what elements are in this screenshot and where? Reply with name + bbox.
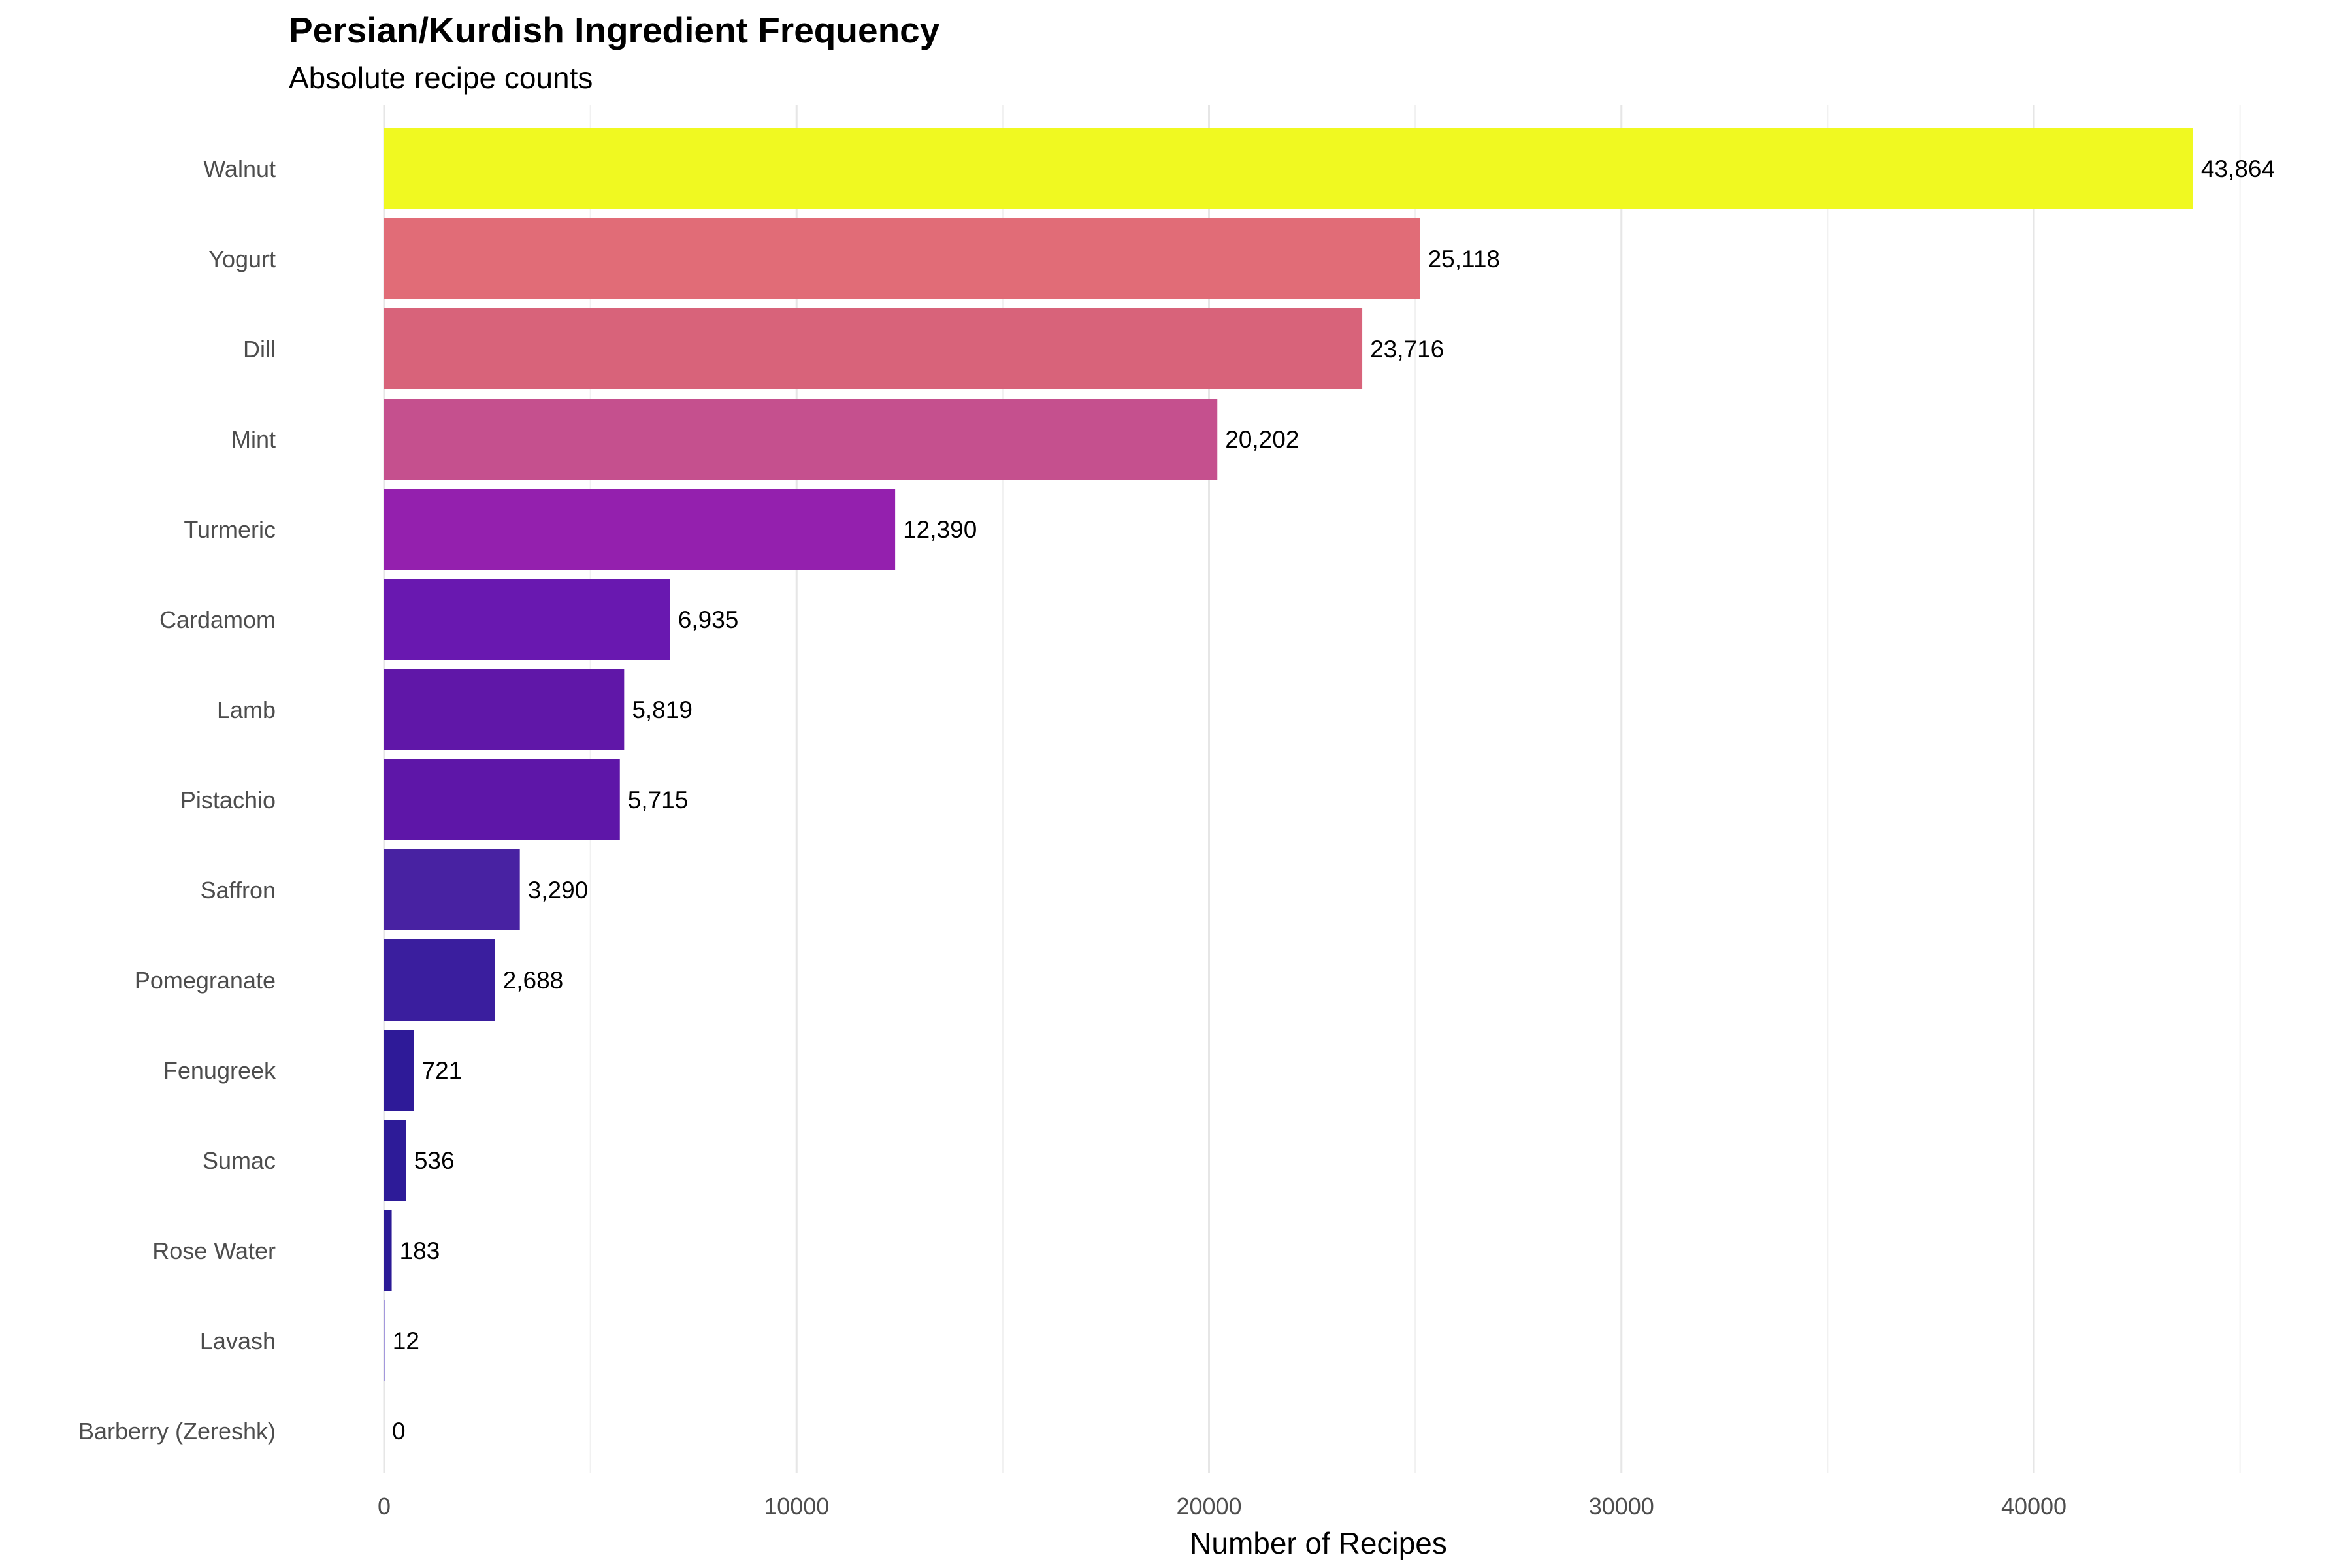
value-label: 721 bbox=[422, 1057, 463, 1084]
x-tick-label: 30000 bbox=[1589, 1493, 1654, 1520]
value-label: 12,390 bbox=[903, 516, 977, 543]
category-label: Saffron bbox=[201, 877, 276, 904]
category-label: Lavash bbox=[200, 1328, 276, 1354]
bar bbox=[384, 399, 1218, 480]
value-label: 536 bbox=[414, 1147, 455, 1174]
chart-title: Persian/Kurdish Ingredient Frequency bbox=[289, 10, 940, 50]
bars bbox=[384, 128, 2193, 1381]
value-label: 5,819 bbox=[632, 696, 693, 723]
x-tick-label: 20000 bbox=[1176, 1493, 1241, 1520]
value-label: 5,715 bbox=[628, 787, 689, 813]
x-tick-label: 0 bbox=[378, 1493, 391, 1520]
category-label: Rose Water bbox=[152, 1237, 276, 1264]
value-label: 23,716 bbox=[1370, 336, 1444, 363]
category-label: Dill bbox=[243, 336, 276, 363]
value-label: 183 bbox=[400, 1237, 440, 1264]
bar bbox=[384, 308, 1363, 389]
bar bbox=[384, 1030, 414, 1111]
category-labels: Walnut Yogurt Dill Mint Turmeric Cardamom Lamb… bbox=[78, 155, 276, 1445]
value-label: 6,935 bbox=[678, 606, 739, 633]
category-label: Cardamom bbox=[159, 606, 276, 633]
bar bbox=[384, 579, 670, 660]
value-label: 3,290 bbox=[528, 877, 589, 904]
value-labels: 43,864 25,118 23,716 20,202 12,390 6,935 5,819… bbox=[392, 155, 2275, 1445]
bar bbox=[384, 759, 620, 840]
x-tick-labels: 0 10000 20000 30000 40000 bbox=[378, 1493, 2066, 1520]
category-label: Barberry (Zereshk) bbox=[78, 1418, 276, 1445]
bar bbox=[384, 1300, 385, 1381]
x-tick-label: 10000 bbox=[764, 1493, 829, 1520]
value-label: 12 bbox=[393, 1328, 419, 1354]
bar bbox=[384, 939, 495, 1021]
bar bbox=[384, 489, 896, 570]
category-label: Mint bbox=[231, 426, 276, 453]
value-label: 0 bbox=[392, 1418, 406, 1445]
bar bbox=[384, 218, 1420, 299]
category-label: Pistachio bbox=[180, 787, 276, 813]
bar bbox=[384, 128, 2193, 209]
category-label: Yogurt bbox=[208, 246, 276, 272]
bar bbox=[384, 849, 520, 930]
value-label: 43,864 bbox=[2201, 155, 2275, 182]
x-axis-title: Number of Recipes bbox=[1190, 1526, 1447, 1560]
value-label: 2,688 bbox=[503, 967, 564, 994]
category-label: Pomegranate bbox=[135, 967, 276, 994]
x-tick-label: 40000 bbox=[2001, 1493, 2066, 1520]
category-label: Sumac bbox=[203, 1147, 276, 1174]
bar bbox=[384, 1210, 392, 1291]
category-label: Turmeric bbox=[184, 516, 276, 543]
bar bbox=[384, 669, 625, 750]
category-label: Fenugreek bbox=[163, 1057, 276, 1084]
value-label: 20,202 bbox=[1225, 426, 1299, 453]
category-label: Walnut bbox=[203, 155, 276, 182]
value-label: 25,118 bbox=[1428, 246, 1500, 272]
bar bbox=[384, 1120, 406, 1201]
chart-subtitle: Absolute recipe counts bbox=[289, 61, 593, 95]
category-label: Lamb bbox=[217, 696, 276, 723]
